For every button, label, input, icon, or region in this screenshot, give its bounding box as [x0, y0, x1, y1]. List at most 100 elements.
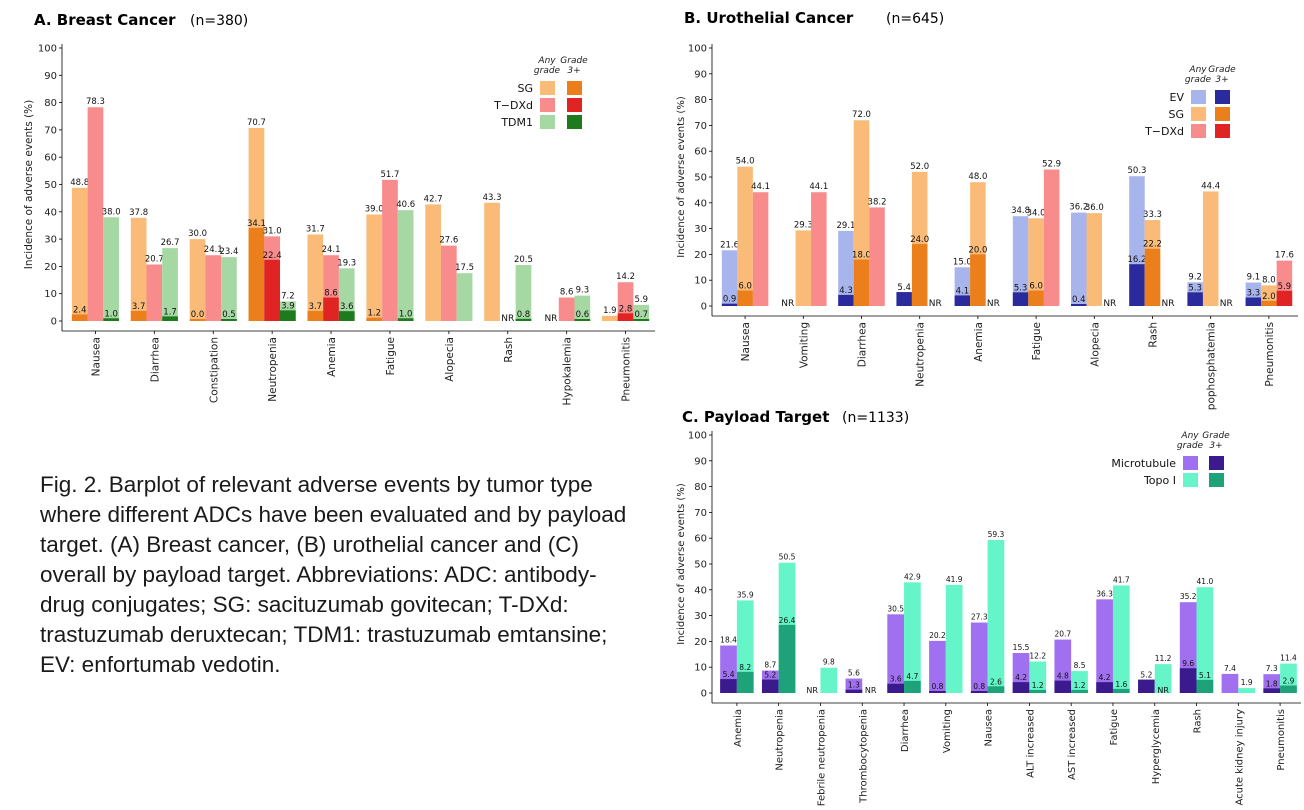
bar-any-tdm1-constipation	[221, 257, 237, 321]
bar-g3-microtubule-nausea	[970, 690, 988, 693]
legend-label-sg: SG	[1168, 108, 1184, 121]
x-tick-label-neutropenia: Neutropenia	[775, 709, 786, 771]
x-tick-label-nausea: Nausea	[984, 709, 995, 746]
data-label-g3: 5.3	[1188, 283, 1202, 293]
bar-g3-sg-nausea	[71, 314, 88, 321]
data-label: 50.3	[1128, 166, 1147, 176]
y-tick-label: 50	[44, 180, 57, 191]
data-label: 35.9	[737, 590, 754, 599]
x-tick-label-rash: Rash	[1148, 322, 1160, 348]
bar-any-microtubule-acute-kidney-injury	[1221, 673, 1239, 693]
bar-any-sg-constipation	[189, 239, 206, 321]
bar-any-microtubule-ast-increased	[1054, 639, 1072, 693]
chart-title: B. Urothelial Cancer	[684, 9, 854, 27]
legend-swatch-any-ev	[1191, 90, 1206, 104]
bar-any-ev-diarrhea	[838, 230, 854, 306]
bar-g3-topo-i-diarrhea	[904, 680, 921, 693]
legend-label-topo-i: Topo I	[1143, 474, 1176, 487]
bar-any-topo-i-diarrhea	[904, 582, 921, 693]
bar-g3-sg-diarrhea	[853, 259, 870, 306]
data-label: 52.9	[1042, 160, 1061, 170]
bar-any-t-dxd-nausea	[87, 107, 104, 321]
data-label-g3: 0.6	[576, 310, 590, 320]
data-label-g3: 5.9	[1278, 282, 1292, 292]
bar-g3-tdm1-anemia	[338, 311, 355, 321]
data-label: 39.0	[365, 205, 384, 215]
bar-g3-ev-hypophosphatemia	[1187, 292, 1203, 306]
x-tick-label-pneumonitis: Pneumonitis	[1264, 322, 1276, 387]
bar-g3-topo-i-anemia	[736, 671, 754, 693]
data-label-g3: 1.3	[848, 681, 860, 690]
data-label: 23.4	[219, 247, 238, 257]
bar-g3-microtubule-alt-increased	[1012, 682, 1030, 693]
bar-any-microtubule-nausea	[970, 622, 988, 693]
bar-g3-microtubule-vomiting	[929, 690, 946, 693]
bar-g3-sg-anemia	[307, 310, 324, 321]
x-tick-label-fatigue: Fatigue	[385, 337, 397, 375]
data-label: 15.5	[1013, 643, 1030, 652]
bar-any-tdm1-pneumonitis	[633, 304, 650, 321]
bar-any-tdm1-hypokalemia	[574, 295, 591, 321]
bar-g3-microtubule-pneumonitis	[1263, 688, 1281, 693]
bar-any-topo-i-alt-increased	[1029, 661, 1047, 693]
bar-any-t-dxd-diarrhea	[146, 264, 163, 321]
bar-any-sg-nausea	[737, 166, 753, 306]
chart-breast-cancer: A. Breast Cancer (n=380) Incidence of adve…	[23, 11, 655, 406]
data-label: 35.2	[1180, 592, 1197, 601]
data-label-g3: 3.7	[132, 302, 146, 312]
chart-title: C. Payload Target	[682, 408, 829, 426]
bar-any-microtubule-diarrhea	[887, 614, 905, 693]
data-label-g3: 24.0	[910, 235, 929, 245]
bar-any-t-dxd-pneumonitis	[617, 282, 634, 321]
data-label-g3: 5.1	[1199, 671, 1211, 680]
y-tick-label: 30	[694, 611, 707, 622]
bar-any-t-dxd-fatigue	[1043, 169, 1060, 306]
bar-g3-tdm1-constipation	[221, 319, 237, 321]
nr-label: NR	[544, 314, 557, 324]
bar-g3-t-dxd-neutropenia	[264, 259, 281, 321]
data-label: 5.6	[848, 669, 860, 678]
data-label: 41.0	[1197, 577, 1214, 586]
nr-label: NR	[806, 686, 818, 695]
bar-g3-sg-neutropenia	[911, 244, 928, 306]
data-label: 7.2	[281, 291, 295, 301]
data-label: 70.7	[247, 118, 266, 128]
data-label-g3: 2.9	[1282, 677, 1294, 686]
x-tick-label-anemia: Anemia	[973, 322, 985, 362]
bar-g3-tdm1-neutropenia	[280, 310, 296, 321]
data-label: 9.8	[823, 658, 835, 667]
bar-any-ev-fatigue	[1012, 216, 1029, 306]
bar-g3-sg-fatigue	[366, 317, 383, 321]
bar-any-topo-i-vomiting	[945, 584, 963, 693]
x-tick-label-fatigue: Fatigue	[1031, 322, 1043, 360]
bar-any-microtubule-fatigue	[1096, 599, 1113, 693]
data-label: 78.3	[86, 97, 105, 107]
data-label-g3: 8.2	[739, 663, 751, 672]
data-label: 33.3	[1143, 210, 1162, 220]
bar-g3-microtubule-rash	[1179, 668, 1197, 693]
bar-g3-sg-constipation	[189, 319, 206, 321]
data-label-g3: 20.0	[968, 245, 987, 255]
bar-any-topo-i-nausea	[987, 540, 1005, 693]
data-label-g3: 4.3	[839, 286, 853, 296]
nr-label: NR	[501, 314, 514, 324]
data-label: 36.2	[1069, 203, 1088, 213]
bar-g3-topo-i-ast-increased	[1071, 689, 1088, 693]
bar-any-t-dxd-nausea	[752, 192, 769, 306]
data-label: 48.8	[70, 178, 89, 188]
y-tick-label: 90	[44, 71, 57, 82]
data-label-g3: 1.2	[367, 309, 381, 319]
data-label-g3: 3.7	[309, 302, 323, 312]
data-label-g3: 0.5	[222, 310, 236, 320]
bar-any-t-dxd-alopecia	[440, 245, 457, 321]
data-label: 19.3	[337, 258, 356, 268]
x-tick-label-rash: Rash	[1193, 709, 1204, 733]
data-label-g3: 2.0	[1262, 292, 1276, 302]
bar-g3-sg-pneumonitis	[1261, 300, 1277, 306]
data-label-g3: 6.0	[738, 282, 752, 292]
bar-any-topo-i-ast-increased	[1071, 671, 1088, 693]
data-label: 59.3	[988, 530, 1005, 539]
bar-any-sg-fatigue	[1028, 218, 1044, 306]
data-label: 20.5	[514, 255, 533, 265]
x-tick-label-constipation: Constipation	[208, 337, 220, 403]
